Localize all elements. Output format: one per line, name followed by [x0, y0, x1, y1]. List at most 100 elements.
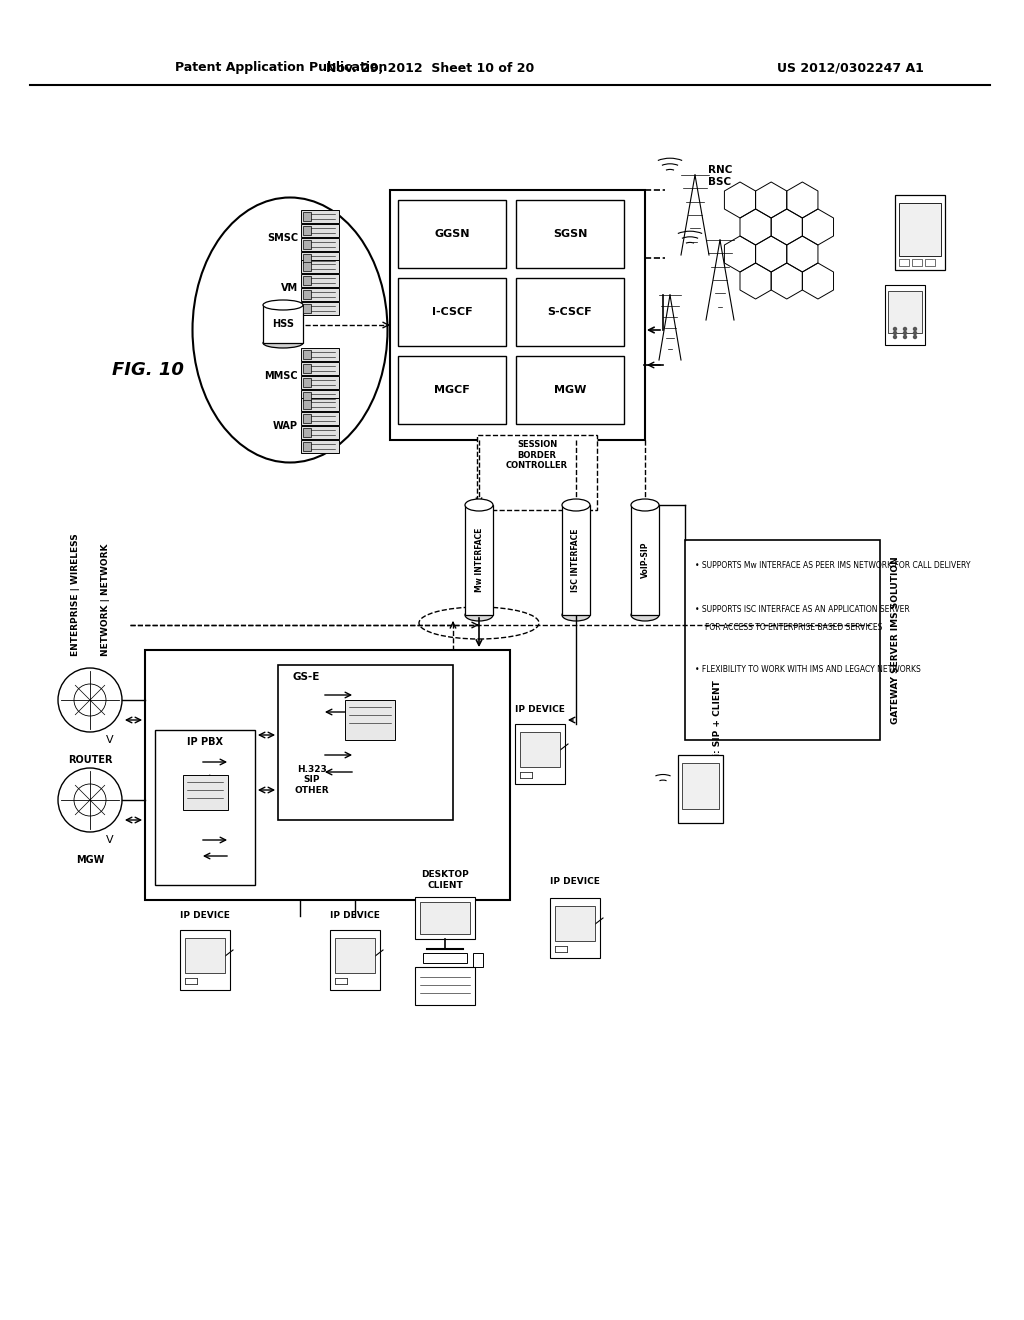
- Text: V: V: [106, 735, 114, 744]
- Bar: [185, 978, 197, 983]
- Bar: [301, 362, 339, 375]
- Bar: [516, 356, 624, 424]
- Bar: [899, 203, 941, 256]
- Text: Patent Application Publication: Patent Application Publication: [175, 62, 387, 74]
- Bar: [555, 946, 567, 952]
- Bar: [520, 733, 560, 767]
- Bar: [301, 348, 339, 360]
- Bar: [185, 978, 197, 983]
- Text: FOR ACCESS TO ENTERPRISE BASED SERVICES: FOR ACCESS TO ENTERPRISE BASED SERVICES: [705, 623, 883, 632]
- Bar: [303, 253, 311, 263]
- Bar: [303, 428, 311, 437]
- Bar: [303, 276, 311, 285]
- Bar: [520, 772, 532, 777]
- Circle shape: [894, 335, 896, 338]
- Text: • SUPPORTS Mw INTERFACE AS PEER IMS NETWORK FOR CALL DELIVERY: • SUPPORTS Mw INTERFACE AS PEER IMS NETW…: [695, 561, 971, 569]
- Circle shape: [913, 335, 916, 338]
- Text: NETWORK | NETWORK: NETWORK | NETWORK: [100, 544, 110, 656]
- Bar: [303, 226, 311, 235]
- Ellipse shape: [263, 300, 303, 310]
- Text: MGW: MGW: [554, 385, 586, 395]
- Bar: [180, 931, 230, 990]
- Bar: [303, 304, 311, 313]
- Bar: [515, 723, 565, 784]
- Circle shape: [903, 335, 906, 338]
- Text: MGW: MGW: [76, 855, 104, 865]
- Bar: [301, 302, 339, 315]
- Bar: [888, 290, 922, 333]
- Text: • FLEXIBILITY TO WORK WITH IMS AND LEGACY NETWORKS: • FLEXIBILITY TO WORK WITH IMS AND LEGAC…: [695, 665, 921, 675]
- Text: WAP: WAP: [273, 421, 298, 432]
- Text: ROUTER: ROUTER: [68, 755, 113, 766]
- Bar: [398, 279, 506, 346]
- Bar: [345, 700, 395, 741]
- Text: SMSC: SMSC: [267, 234, 298, 243]
- Bar: [301, 412, 339, 425]
- Text: US 2012/0302247 A1: US 2012/0302247 A1: [776, 62, 924, 74]
- Text: IP DEVICE: IP DEVICE: [550, 878, 600, 887]
- Bar: [398, 201, 506, 268]
- Text: ISC INTERFACE: ISC INTERFACE: [571, 528, 581, 591]
- Bar: [335, 978, 347, 983]
- Text: FIG. 10: FIG. 10: [112, 360, 184, 379]
- Bar: [303, 290, 311, 300]
- Bar: [301, 399, 339, 411]
- Bar: [415, 898, 475, 939]
- Text: IP DEVICE: IP DEVICE: [330, 912, 380, 920]
- Circle shape: [913, 327, 916, 330]
- Bar: [301, 252, 339, 265]
- Text: MMSC: MMSC: [264, 371, 298, 381]
- Text: I-CSCF: I-CSCF: [432, 308, 472, 317]
- Bar: [301, 376, 339, 389]
- Ellipse shape: [263, 338, 303, 348]
- Bar: [303, 414, 311, 422]
- Text: GATEWAY SERVER IMS SOLUTION: GATEWAY SERVER IMS SOLUTION: [891, 556, 899, 723]
- Bar: [301, 210, 339, 223]
- Bar: [682, 763, 719, 809]
- Text: VM: VM: [281, 282, 298, 293]
- Bar: [562, 506, 590, 615]
- Text: • SUPPORTS ISC INTERFACE AS AN APPLICATION SERVER: • SUPPORTS ISC INTERFACE AS AN APPLICATI…: [695, 606, 909, 615]
- Text: IP DEVICE: IP DEVICE: [515, 705, 565, 714]
- Bar: [145, 649, 510, 900]
- Bar: [925, 259, 935, 267]
- Bar: [398, 356, 506, 424]
- Bar: [465, 506, 493, 615]
- Bar: [303, 261, 311, 271]
- Bar: [631, 506, 659, 615]
- Text: Wi-Fi: SIP + CLIENT: Wi-Fi: SIP + CLIENT: [714, 681, 723, 779]
- Bar: [520, 772, 532, 777]
- Bar: [335, 939, 375, 973]
- Bar: [185, 939, 225, 973]
- Bar: [555, 946, 567, 952]
- Circle shape: [903, 331, 906, 334]
- Ellipse shape: [631, 499, 659, 511]
- Ellipse shape: [562, 499, 590, 511]
- Text: MGCF: MGCF: [434, 385, 470, 395]
- Bar: [301, 224, 339, 238]
- Bar: [301, 275, 339, 286]
- Bar: [520, 772, 532, 777]
- Text: S-CSCF: S-CSCF: [548, 308, 592, 317]
- Ellipse shape: [631, 609, 659, 620]
- Text: DESKTOP
CLIENT: DESKTOP CLIENT: [421, 870, 469, 890]
- Bar: [303, 213, 311, 220]
- Bar: [155, 730, 255, 884]
- Ellipse shape: [465, 609, 493, 620]
- Text: IP DEVICE: IP DEVICE: [180, 912, 230, 920]
- Text: V: V: [106, 836, 114, 845]
- Bar: [301, 260, 339, 273]
- Bar: [550, 898, 600, 958]
- Bar: [895, 195, 945, 271]
- Bar: [390, 190, 645, 440]
- Bar: [516, 279, 624, 346]
- Bar: [303, 392, 311, 401]
- Text: IP PBX: IP PBX: [187, 737, 223, 747]
- Bar: [899, 259, 909, 267]
- Bar: [555, 946, 567, 952]
- Bar: [303, 350, 311, 359]
- Circle shape: [913, 331, 916, 334]
- Bar: [330, 931, 380, 990]
- Text: Mw INTERFACE: Mw INTERFACE: [474, 528, 483, 593]
- Bar: [420, 902, 470, 935]
